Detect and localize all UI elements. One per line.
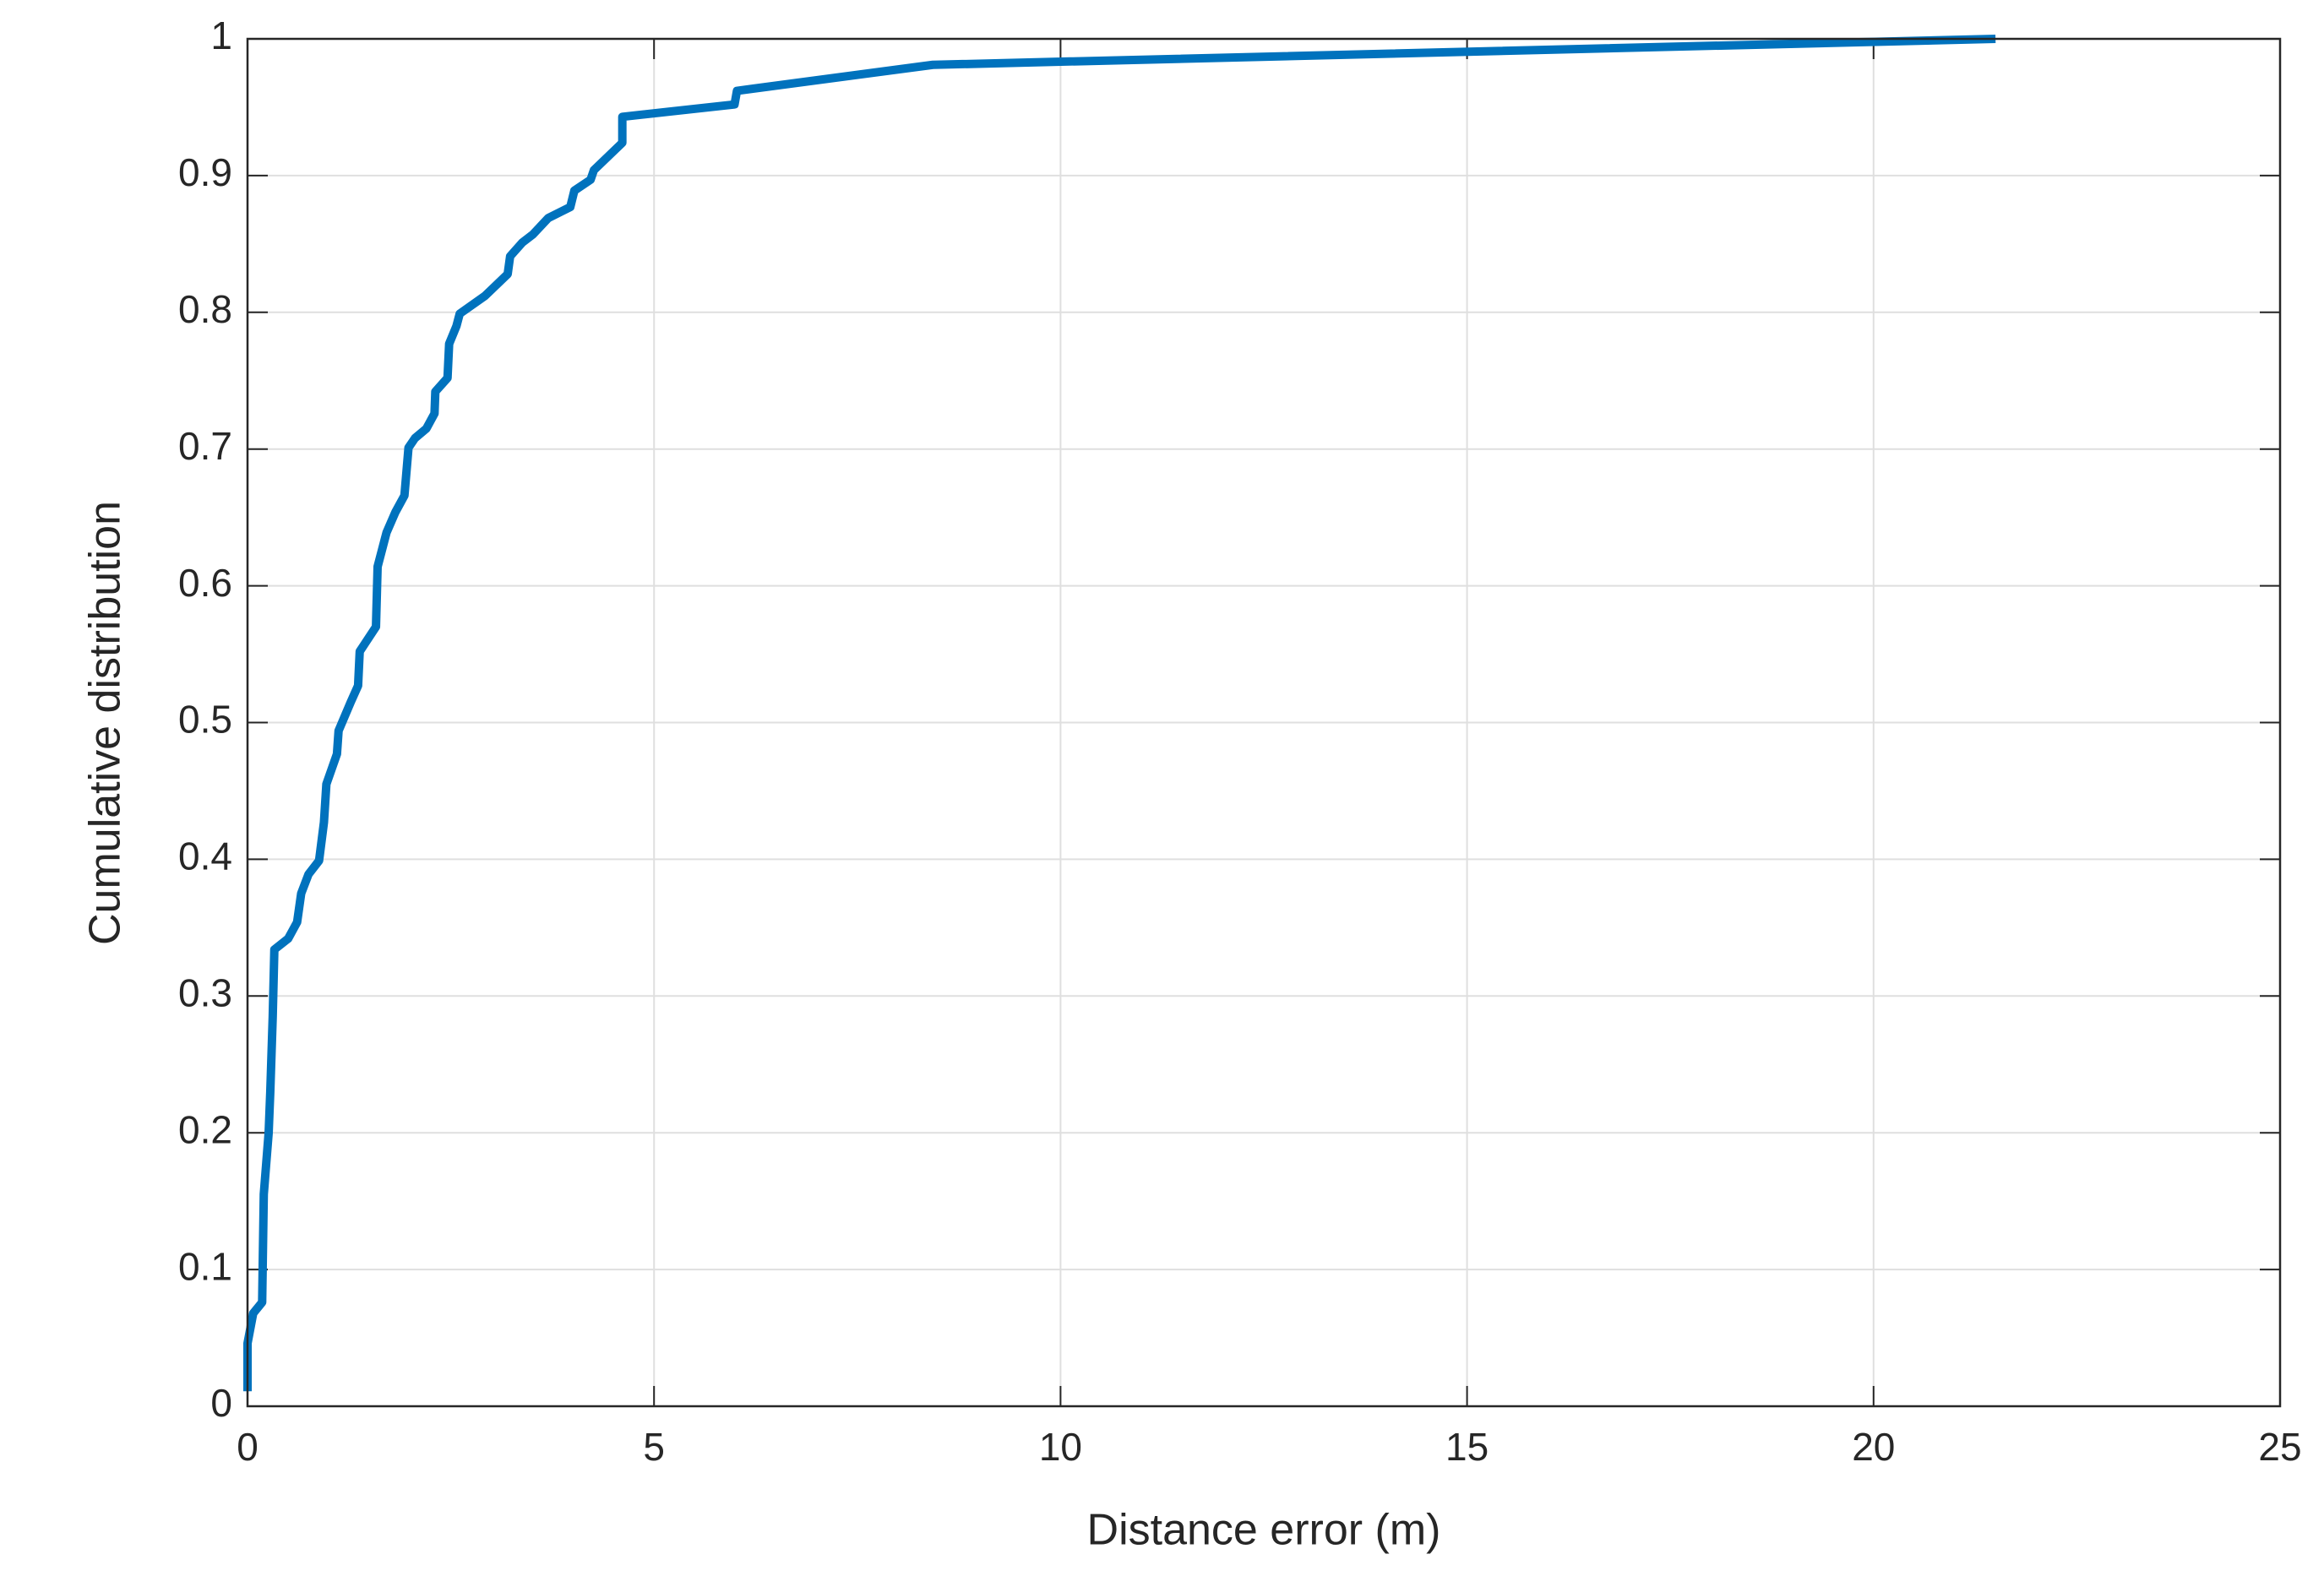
y-tick-label: 0.1 (178, 1244, 232, 1288)
y-tick-label: 0.4 (178, 834, 232, 878)
y-axis-label: Cumulative distribution (81, 501, 130, 945)
y-tick-label: 0.9 (178, 150, 232, 194)
y-tick-label: 0.8 (178, 287, 232, 331)
x-tick-label: 20 (1852, 1425, 1895, 1469)
y-tick-label: 1 (210, 14, 232, 57)
axes-box (246, 37, 2282, 1408)
x-tick-label: 5 (643, 1425, 665, 1469)
y-tick-label: 0.7 (178, 424, 232, 468)
cdf-line (243, 35, 1996, 1392)
y-tick-label: 0.6 (178, 561, 232, 605)
x-axis-label: Distance error (m) (1087, 1506, 1441, 1555)
y-tick-label: 0.3 (178, 970, 232, 1014)
y-tick-label: 0.2 (178, 1107, 232, 1151)
x-tick-label: 0 (237, 1425, 259, 1469)
y-tick-label: 0 (210, 1381, 232, 1425)
x-tick-label: 10 (1039, 1425, 1082, 1469)
y-tick-label: 0.5 (178, 698, 232, 742)
x-tick-label: 25 (2258, 1425, 2301, 1469)
x-tick-label: 15 (1445, 1425, 1489, 1469)
